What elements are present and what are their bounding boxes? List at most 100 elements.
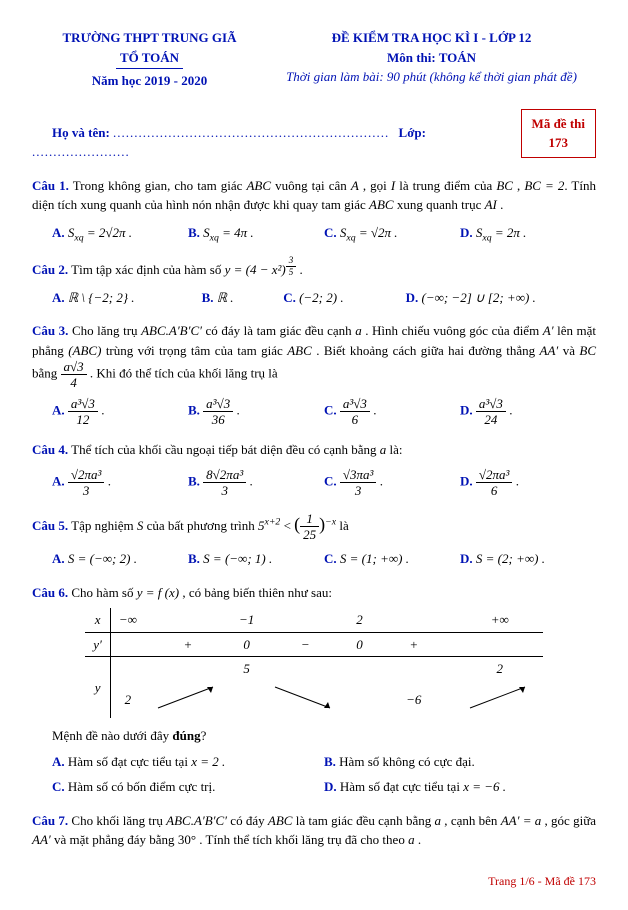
q3-optA: A. a³√312 . [52,397,188,426]
q3-Cd: 6 [340,412,370,426]
q1-ai: AI [485,197,497,212]
q2-A: ℝ \ {−2; 2} . [68,290,135,305]
vt-v5: 5 [231,657,262,681]
page-footer: Trang 1/6 - Mã đề 173 [32,872,596,890]
q3-label: Câu 3. [32,323,68,338]
q2-text: Tìm tập xác định của hàm số [68,262,224,277]
q1-abc2: ABC [369,197,394,212]
info-row: Họ và tên: .............................… [32,109,596,162]
name-dots: ........................................… [113,125,389,140]
exam-duration: Thời gian làm bài: 90 phút (không kể thờ… [267,67,596,87]
exam-title: ĐỀ KIỂM TRA HỌC KÌ I - LỚP 12 [267,28,596,48]
q2-fn: y = (4 − x²) [225,262,286,277]
code-label: Mã đề thi [532,114,585,134]
q4-Bn: 8√2πa³ [203,468,246,483]
q6-optC: C. Hàm số có bốn điểm cực trị. [52,777,324,797]
q6-optD: D. Hàm số đạt cực tiểu tại x = −6 . [324,777,596,797]
q1-A-v: = 2√2π . [84,225,132,240]
q3-Bd: 36 [203,412,233,426]
q3-optB: B. a³√336 . [188,397,324,426]
q1-C-v: = √2π . [356,225,398,240]
q2-optC: C. (−2; 2) . [283,288,405,308]
q6-q: Mệnh đề nào dưới đây [52,728,172,743]
q3-Dd: 24 [476,412,506,426]
q3-Ad: 12 [68,412,98,426]
q4-optB: B. 8√2πa³3 . [188,468,324,497]
q7-t1: Cho khối lăng trụ [68,813,166,828]
q3-p6: AA′ [540,343,559,358]
q6-D: Hàm số đạt cực tiểu tại [340,779,463,794]
q5-e1: x+2 [265,516,281,527]
question-2: Câu 2. Tìm tập xác định của hàm số y = (… [32,256,596,307]
q2-optA: A. ℝ \ {−2; 2} . [52,288,202,308]
q1-optB: B. Sxq = 4π . [188,223,324,243]
vt-ninf: −∞ [110,608,145,632]
class-dots: ....................... [32,144,130,159]
q4-text: Thể tích của khối cầu ngoại tiếp bát diệ… [68,442,380,457]
q4-Dn: √2πa³ [476,468,513,483]
header: TRƯỜNG THPT TRUNG GIÃ TỔ TOÁN Năm học 20… [32,28,596,91]
q3-Dn: a³√3 [476,397,506,412]
q2-label: Câu 2. [32,262,68,277]
q7-dot: . [415,832,422,847]
q7-p5: AA′ [32,832,51,847]
q6-optA: A. Hàm số đạt cực tiểu tại x = 2 . [52,752,324,772]
vt-p1: + [145,632,231,657]
q3-t1: Cho lăng trụ [68,323,141,338]
q1-t2: vuông tại cân [271,178,351,193]
q4-Dd: 6 [476,483,513,497]
q1-dot: . [497,197,504,212]
q7-t5: , góc giữa [541,813,596,828]
q6-Ae: x = 2 . [191,754,225,769]
q1-optC: C. Sxq = √2π . [324,223,460,243]
q2-B: ℝ . [217,290,234,305]
q6-A: Hàm số đạt cực tiểu tại [68,754,191,769]
q3-An: a³√3 [68,397,98,412]
q7-t3: là tam giác đều cạnh bằng [292,813,434,828]
q3-t7: và [558,343,579,358]
q5-lt: < [280,518,294,533]
q3-optD: D. a³√324 . [460,397,596,426]
q6-t1: Cho hàm số [68,585,137,600]
q1-abc: ABC [246,178,271,193]
q2-C: (−2; 2) . [299,290,344,305]
q1-bc2: BC = 2 [524,178,564,193]
vt-p2: + [371,632,457,657]
q3-t3: . Hình chiếu vuông góc của điểm [362,323,543,338]
q7-p1: ABC.A′B′C′ [166,813,227,828]
header-right: ĐỀ KIỂM TRA HỌC KÌ I - LỚP 12 Môn thi: T… [267,28,596,91]
q4-text2: là: [386,442,402,457]
dept-name: TỔ TOÁN [116,48,183,70]
q5-A: S = (−∞; 2) . [68,551,137,566]
q3-p1: ABC.A′B′C′ [141,323,202,338]
q2-dot: . [296,262,303,277]
q6-stem: Mệnh đề nào dưới đây đúng? [52,726,596,746]
q6-fn: y = f (x) [137,585,179,600]
q5-optC: C. S = (1; +∞) . [324,549,460,569]
q5-e2: −x [325,516,336,527]
q1-t4: là trung điểm của [395,178,496,193]
q3-p5: ABC [287,343,312,358]
school-name: TRƯỜNG THPT TRUNG GIÃ [32,28,267,48]
q3-Cn: a³√3 [340,397,370,412]
q5-optB: B. S = (−∞; 1) . [188,549,324,569]
vt-z2: 0 [348,632,371,657]
q1-bc1: BC [496,178,513,193]
q3-Bn: a³√3 [203,397,233,412]
q3-t8: bằng [32,366,61,381]
q3-t9: . Khi đó thể tích của khối lăng trụ là [87,366,278,381]
q1-a: A [351,178,359,193]
q7-t6: và mặt phẳng đáy bằng [51,832,178,847]
q6-De: x = −6 . [463,779,506,794]
q6-label: Câu 6. [32,585,68,600]
q6-B: Hàm số không có cực đại. [339,754,475,769]
q5-C: S = (1; +∞) . [340,551,409,566]
q5-D: S = (2; +∞) . [476,551,545,566]
q2-optB: B. ℝ . [202,288,284,308]
q1-B-v: = 4π . [219,225,254,240]
q3-t2: có đáy là tam giác đều cạnh [202,323,355,338]
q3-frn: a√3 [61,360,87,375]
q4-Ad: 3 [68,483,105,497]
q3-optC: C. a³√36 . [324,397,460,426]
question-3: Câu 3. Cho lăng trụ ABC.A′B′C′ có đáy là… [32,321,596,426]
